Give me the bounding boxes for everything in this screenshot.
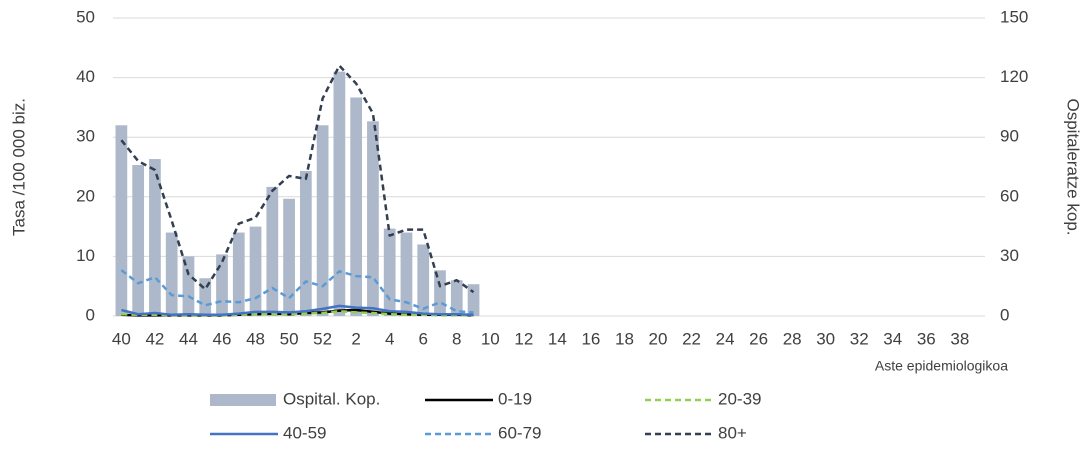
bar bbox=[132, 165, 145, 316]
y-tick-label: 10 bbox=[76, 246, 95, 265]
line bbox=[120, 269, 474, 314]
x-tick-label: 6 bbox=[418, 329, 427, 348]
x-tick-label: 46 bbox=[213, 329, 232, 348]
bar bbox=[149, 159, 161, 316]
bar bbox=[249, 226, 262, 316]
x-tick-label: 52 bbox=[313, 329, 332, 348]
y-tick-label: 40 bbox=[76, 67, 95, 86]
bar bbox=[299, 170, 312, 316]
bar bbox=[367, 121, 379, 316]
y2-axis-title: Ospitaleratze kop. bbox=[1064, 98, 1083, 235]
x-axis-title: Aste epidemiologikoa bbox=[875, 358, 1008, 374]
x-tick-label: 32 bbox=[850, 329, 869, 348]
y2-tick-label: 60 bbox=[1000, 186, 1019, 205]
bar bbox=[216, 254, 228, 316]
legend-label: 80+ bbox=[718, 423, 747, 442]
x-tick-label: 20 bbox=[649, 329, 668, 348]
x-tick-label: 4 bbox=[385, 329, 394, 348]
bar bbox=[350, 97, 363, 316]
x-tick-label: 18 bbox=[615, 329, 634, 348]
line bbox=[120, 64, 475, 294]
y-tick-label: 20 bbox=[76, 186, 95, 205]
x-tick-label: 36 bbox=[917, 329, 936, 348]
legend-swatch bbox=[210, 394, 276, 406]
x-tick-label: 22 bbox=[682, 329, 701, 348]
bar bbox=[450, 280, 463, 316]
legend-label: 60-79 bbox=[498, 423, 541, 442]
y-axis-title: Tasa /100 000 biz. bbox=[9, 98, 28, 236]
x-tick-label: 48 bbox=[246, 329, 265, 348]
bar bbox=[383, 228, 396, 316]
bar bbox=[232, 232, 245, 316]
legend-label: 20-39 bbox=[718, 389, 761, 408]
y2-tick-label: 30 bbox=[1000, 246, 1019, 265]
bar bbox=[266, 186, 279, 316]
line bbox=[121, 304, 474, 317]
y2-tick-label: 150 bbox=[1000, 7, 1028, 26]
y-tick-label: 30 bbox=[76, 127, 95, 146]
y-tick-label: 50 bbox=[76, 7, 95, 26]
x-tick-label: 10 bbox=[481, 329, 500, 348]
x-tick-label: 24 bbox=[716, 329, 735, 348]
x-tick-label: 30 bbox=[816, 329, 835, 348]
x-tick-label: 8 bbox=[452, 329, 461, 348]
legend-label: Ospital. Kop. bbox=[283, 389, 380, 408]
bar bbox=[434, 270, 446, 316]
x-tick-label: 44 bbox=[179, 329, 198, 348]
x-tick-label: 40 bbox=[112, 329, 131, 348]
x-tick-label: 28 bbox=[783, 329, 802, 348]
bar bbox=[400, 232, 413, 316]
bar bbox=[417, 244, 430, 316]
x-tick-label: 14 bbox=[548, 329, 567, 348]
y-tick-label: 0 bbox=[86, 305, 95, 324]
x-tick-label: 2 bbox=[351, 329, 360, 348]
x-tick-label: 16 bbox=[581, 329, 600, 348]
bar bbox=[467, 284, 480, 316]
x-tick-label: 12 bbox=[514, 329, 533, 348]
bar bbox=[283, 198, 295, 316]
y2-tick-label: 90 bbox=[1000, 127, 1019, 146]
x-tick-label: 38 bbox=[950, 329, 969, 348]
bar bbox=[333, 71, 346, 316]
x-tick-label: 50 bbox=[280, 329, 299, 348]
bar bbox=[165, 232, 178, 316]
y2-tick-label: 0 bbox=[1000, 305, 1009, 324]
x-tick-label: 34 bbox=[883, 329, 902, 348]
bar bbox=[182, 256, 195, 316]
x-tick-label: 26 bbox=[749, 329, 768, 348]
legend-label: 0-19 bbox=[498, 389, 532, 408]
legend-label: 40-59 bbox=[283, 423, 326, 442]
bar bbox=[115, 125, 128, 316]
bar bbox=[316, 125, 329, 316]
bar bbox=[199, 278, 212, 316]
line bbox=[121, 309, 474, 317]
x-tick-label: 42 bbox=[145, 329, 164, 348]
y2-tick-label: 120 bbox=[1000, 67, 1028, 86]
